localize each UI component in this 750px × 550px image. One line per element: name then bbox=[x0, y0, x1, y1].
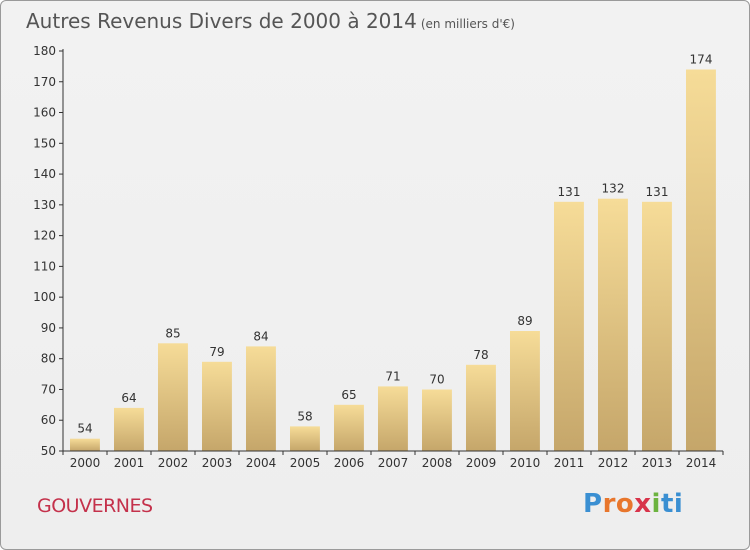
bar bbox=[202, 361, 232, 451]
town-name: GOUVERNES bbox=[37, 495, 153, 517]
x-tick-label: 2007 bbox=[378, 456, 409, 470]
y-tick-label: 110 bbox=[33, 259, 56, 273]
x-tick-label: 2000 bbox=[70, 456, 101, 470]
chart-title: Autres Revenus Divers de 2000 à 2014 (en … bbox=[26, 9, 515, 33]
bar bbox=[422, 389, 452, 451]
bar-value-label: 58 bbox=[297, 409, 312, 423]
bar-value-label: 89 bbox=[517, 314, 532, 328]
logo-letter: i bbox=[651, 489, 661, 519]
x-tick-label: 2002 bbox=[158, 456, 189, 470]
y-tick-label: 150 bbox=[33, 136, 56, 150]
bar bbox=[246, 346, 276, 451]
bar-value-label: 78 bbox=[473, 348, 488, 362]
y-tick-label: 90 bbox=[41, 321, 56, 335]
bar bbox=[598, 198, 628, 451]
x-tick-label: 2006 bbox=[334, 456, 365, 470]
y-tick-label: 180 bbox=[33, 44, 56, 58]
bar bbox=[466, 364, 496, 451]
bar bbox=[642, 201, 672, 451]
x-tick-label: 2014 bbox=[686, 456, 717, 470]
bars-group: 54 64 85 79 84 58 65 71 70 78 89 131 132 131 174 bbox=[70, 53, 716, 451]
x-tick-label: 2010 bbox=[510, 456, 541, 470]
logo-letter: o bbox=[615, 489, 635, 519]
bar bbox=[290, 426, 320, 451]
x-tick-label: 2001 bbox=[114, 456, 145, 470]
bar-value-label: 174 bbox=[690, 53, 713, 67]
proxiti-logo: Proxiti bbox=[583, 489, 683, 519]
bar-value-label: 131 bbox=[558, 185, 581, 199]
logo-letter: i bbox=[673, 489, 684, 519]
logo-letter: t bbox=[660, 489, 674, 519]
y-tick-label: 120 bbox=[33, 229, 56, 243]
bar bbox=[554, 201, 584, 451]
bar bbox=[686, 69, 716, 451]
bar-value-label: 132 bbox=[602, 182, 625, 196]
y-tick-label: 70 bbox=[41, 382, 56, 396]
bar-value-label: 54 bbox=[77, 422, 92, 436]
y-tick-label: 80 bbox=[41, 352, 56, 366]
y-tick-label: 60 bbox=[41, 413, 56, 427]
bar-value-label: 65 bbox=[341, 388, 356, 402]
bar bbox=[70, 438, 100, 451]
logo-letter: P bbox=[583, 489, 603, 519]
bar bbox=[510, 331, 540, 451]
bar bbox=[158, 343, 188, 451]
y-tick-label: 170 bbox=[33, 75, 56, 89]
bar bbox=[334, 404, 364, 451]
logo-letter: x bbox=[634, 489, 652, 519]
bar-value-label: 79 bbox=[209, 345, 224, 359]
bar-value-label: 84 bbox=[253, 329, 268, 343]
logo-letter: r bbox=[602, 489, 616, 519]
x-tick-label: 2008 bbox=[422, 456, 453, 470]
x-tick-label: 2004 bbox=[246, 456, 277, 470]
y-tick-label: 160 bbox=[33, 106, 56, 120]
y-tick-label: 140 bbox=[33, 167, 56, 181]
x-tick-label: 2003 bbox=[202, 456, 233, 470]
x-tick-label: 2009 bbox=[466, 456, 497, 470]
chart-unit-note: (en milliers d'€) bbox=[420, 17, 515, 31]
x-tick-label: 2011 bbox=[554, 456, 585, 470]
axes-group: 50 60 70 80 90 100 110 120 130 140 150 160 170 180 200… bbox=[33, 44, 724, 470]
bar-value-label: 131 bbox=[646, 185, 669, 199]
y-tick-label: 130 bbox=[33, 198, 56, 212]
y-tick-label: 100 bbox=[33, 290, 56, 304]
bar-value-label: 85 bbox=[165, 326, 180, 340]
y-tick-label: 50 bbox=[41, 444, 56, 458]
x-tick-label: 2013 bbox=[642, 456, 673, 470]
x-tick-label: 2005 bbox=[290, 456, 321, 470]
bar-value-label: 70 bbox=[429, 373, 444, 387]
bar-value-label: 71 bbox=[385, 369, 400, 383]
bar bbox=[378, 386, 408, 451]
bar bbox=[114, 407, 144, 451]
chart-title-text: Autres Revenus Divers de 2000 à 2014 bbox=[26, 9, 417, 33]
bar-value-label: 64 bbox=[121, 391, 136, 405]
x-tick-label: 2012 bbox=[598, 456, 629, 470]
